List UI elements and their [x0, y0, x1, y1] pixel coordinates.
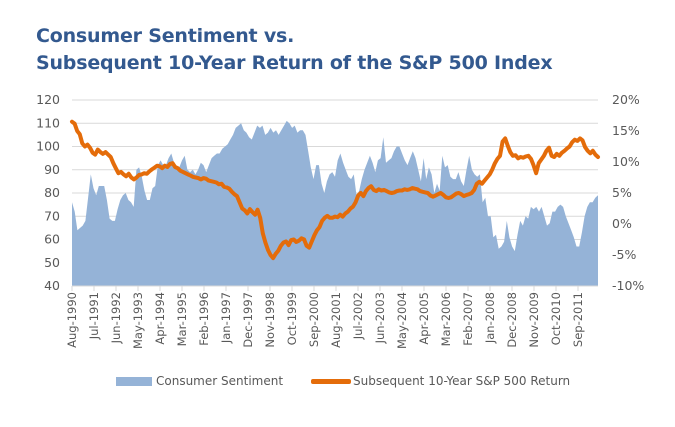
x-tick-label: Mar-1995	[175, 292, 189, 346]
x-tick-label: Oct-1999	[285, 292, 299, 345]
legend-line-swatch	[311, 378, 351, 384]
consumer-sentiment-area-layer	[72, 120, 598, 287]
x-tick-label: Aug-2001	[329, 292, 343, 348]
x-tick-label: Dec-1997	[241, 292, 255, 348]
x-tick-label: Nov-1998	[263, 292, 277, 348]
sp500-return-line	[70, 119, 600, 261]
legend-area-swatch	[116, 376, 152, 386]
x-tick-label: Sep-2011	[571, 292, 585, 347]
left-tick-label: 70	[44, 208, 60, 223]
x-tick-label: Jan-2008	[483, 292, 497, 344]
right-tick-label: 15%	[612, 123, 640, 138]
left-tick-label: 80	[44, 185, 60, 200]
x-tick-label: Jan-1997	[219, 292, 233, 344]
x-tick-label: May-1993	[131, 292, 145, 349]
left-tick-label: 110	[36, 115, 60, 130]
x-axis-ticks: Aug-1990 Jul-1991 Jun-1992 May-1993 Apr-1994…	[65, 286, 585, 349]
right-tick-label: 20%	[612, 92, 640, 107]
chart-title-line-2: Subsequent 10-Year Return of the S&P 500…	[36, 52, 553, 74]
chart-title-line-1: Consumer Sentiment vs.	[36, 25, 295, 47]
x-tick-label: Apr-2005	[417, 292, 431, 345]
x-tick-label: Feb-2007	[461, 292, 475, 346]
legend-label: Subsequent 10-Year S&P 500 Return	[353, 374, 571, 388]
left-axis-ticks: 120 110 100 90 80 70 60 50 40	[36, 92, 60, 293]
left-tick-label: 50	[44, 255, 60, 270]
right-tick-label: -10%	[612, 278, 644, 293]
legend-item-consumer-sentiment: Consumer Sentiment	[116, 374, 283, 388]
x-tick-label: Aug-1990	[65, 292, 79, 348]
x-tick-label: Feb-1996	[197, 292, 211, 346]
x-tick-label: Jul-1991	[87, 292, 101, 340]
x-tick-label: Sep-2000	[307, 292, 321, 347]
sp500-return-line-layer	[70, 119, 600, 261]
right-tick-label: 10%	[612, 154, 640, 169]
x-tick-label: Mar-2006	[439, 292, 453, 346]
x-tick-label: Nov-2009	[527, 292, 541, 348]
x-tick-label: May-2004	[395, 292, 409, 349]
x-tick-label: Apr-1994	[153, 292, 167, 345]
right-tick-label: 0%	[612, 216, 632, 231]
right-tick-label: -5%	[612, 247, 636, 262]
x-tick-label: Jun-2003	[373, 292, 387, 344]
x-tick-label: Jun-1992	[109, 292, 123, 344]
legend-label: Consumer Sentiment	[156, 374, 284, 388]
x-tick-label: Dec-2008	[505, 292, 519, 348]
left-tick-label: 120	[36, 92, 60, 107]
x-tick-label: Oct-2010	[549, 292, 563, 345]
x-tick-label: Jul-2002	[351, 292, 365, 340]
left-tick-label: 90	[44, 162, 60, 177]
consumer-sentiment-area	[72, 120, 598, 287]
left-tick-label: 60	[44, 232, 60, 247]
legend-item-sp500-return: Subsequent 10-Year S&P 500 Return	[311, 374, 570, 388]
left-tick-label: 40	[44, 278, 60, 293]
right-tick-label: 5%	[612, 185, 632, 200]
right-axis-ticks: 20% 15% 10% 5% 0% -5% -10%	[612, 92, 644, 293]
left-tick-label: 100	[36, 139, 60, 154]
